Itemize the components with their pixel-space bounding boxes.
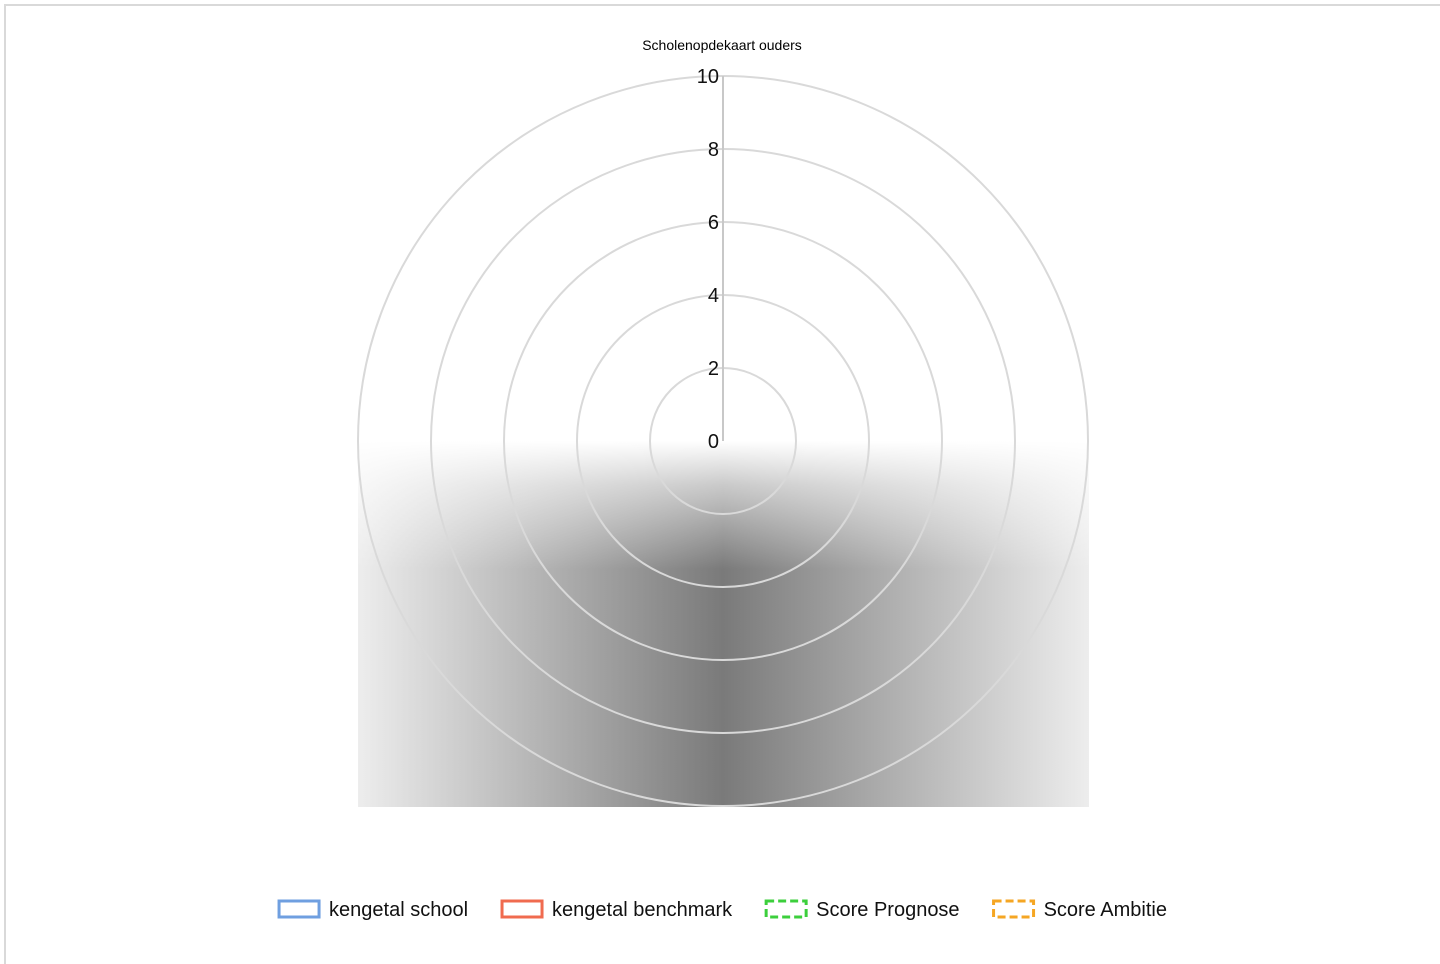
legend-swatch <box>992 899 1036 919</box>
legend-item[interactable]: kengetal school <box>277 899 468 921</box>
radial-axis-ticks: 0 2 4 6 8 10 <box>697 66 719 453</box>
radar-grid <box>357 75 1089 807</box>
tick-label: 6 <box>708 212 719 234</box>
legend-label: kengetal school <box>329 899 468 921</box>
legend-swatch <box>500 899 544 919</box>
legend-label: Score Ambitie <box>1044 899 1167 921</box>
legend-item[interactable]: Score Prognose <box>764 899 960 921</box>
legend-swatch <box>277 899 321 919</box>
legend-item[interactable]: Score Ambitie <box>992 899 1167 921</box>
tick-label: 8 <box>708 139 719 161</box>
legend-swatch <box>764 899 808 919</box>
tick-label: 10 <box>697 66 719 88</box>
tick-label: 0 <box>708 431 719 453</box>
tick-label: 2 <box>708 358 719 380</box>
legend-label: Score Prognose <box>816 899 959 921</box>
legend-label: kengetal benchmark <box>552 899 733 921</box>
legend: kengetal school kengetal benchmark Score P… <box>277 899 1167 921</box>
chart-title: Scholenopdekaart ouders <box>642 37 802 53</box>
legend-item[interactable]: kengetal benchmark <box>500 899 733 921</box>
tick-label: 4 <box>708 285 719 307</box>
radar-shading <box>358 441 1089 807</box>
